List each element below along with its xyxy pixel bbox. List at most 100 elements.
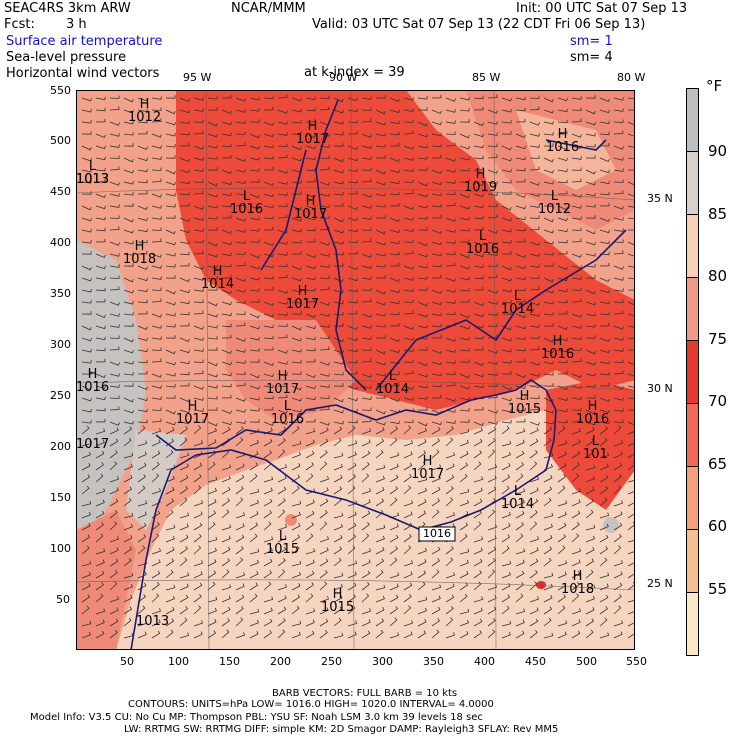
pressure-center-value: 1017 (266, 382, 300, 397)
pressure-center-symbol: H (572, 569, 583, 584)
y-tick-550: 550 (50, 84, 71, 97)
legend-swatch (686, 277, 699, 341)
y-tick-200: 200 (50, 440, 71, 453)
pressure-center-value: 1013 (76, 172, 110, 187)
pressure-center-symbol: H (297, 284, 308, 299)
footer-model-info: Model Info: V3.5 CU: No Cu MP: Thompson … (30, 712, 483, 723)
legend-swatch (686, 214, 699, 278)
pressure-center-symbol: H (587, 399, 598, 414)
legend-label-60: 60 (708, 517, 728, 535)
legend-label-85: 85 (708, 205, 728, 223)
map-overlay (76, 90, 635, 650)
pressure-center-symbol: L (283, 399, 292, 414)
lon-label-80w: 80 W (617, 71, 646, 84)
lat-label-25n: 25 N (647, 577, 673, 590)
pressure-center: H 1019 (464, 168, 497, 195)
map-plot: 1016 H 1012 H 1017 L 1013 1013 H 1019 H 1017 L 1012 H… (76, 90, 635, 650)
pressure-center-symbol: L (242, 189, 251, 204)
x-tick-200: 200 (270, 655, 291, 668)
y-tick-250: 250 (50, 389, 71, 402)
pressure-center-symbol: L (550, 189, 559, 204)
pressure-center-value: 1014 (376, 382, 410, 397)
y-tick-50: 50 (56, 593, 70, 606)
legend-unit: °F (706, 77, 723, 95)
legend-label-65: 65 (708, 455, 728, 473)
x-tick-350: 350 (423, 655, 444, 668)
pressure-center-value: 1016 (541, 347, 575, 362)
pressure-center-value: 1017 (411, 467, 445, 482)
model-title: SEAC4RS 3km ARW (4, 1, 131, 16)
pressure-center: H 1016 (541, 335, 574, 362)
x-tick-450: 450 (525, 655, 546, 668)
pressure-center-value: 1016 (230, 202, 264, 217)
pressure-center-symbol: L (388, 369, 397, 384)
field-label-pressure: Sea-level pressure (6, 50, 127, 65)
wind-barbs (81, 94, 635, 639)
pressure-center-value: 1013 (76, 172, 110, 187)
field-label-wind: Horizontal wind vectors (6, 66, 160, 81)
lon-label-85w: 85 W (472, 71, 501, 84)
pressure-center-value: 1016 (466, 242, 500, 257)
pressure-center-value: 1012 (128, 110, 162, 125)
init-time: Init: 00 UTC Sat 07 Sep 13 (516, 1, 688, 16)
pressure-center: H 1015 (508, 390, 541, 417)
pressure-center-value: 1015 (321, 600, 355, 615)
footer-barb-info: BARB VECTORS: FULL BARB = 10 kts (272, 688, 458, 699)
legend-label-90: 90 (708, 142, 728, 160)
pressure-center-value: 1014 (501, 497, 535, 512)
pressure-center-value: 1015 (508, 402, 542, 417)
pressure-center-value: 1017 (176, 412, 210, 427)
y-tick-450: 450 (50, 185, 71, 198)
pressure-center: H 1015 (321, 588, 354, 615)
pressure-center: H 1014 (201, 265, 234, 292)
footer-contour-info: CONTOURS: UNITS=hPa LOW= 1016.0 HIGH= 10… (128, 699, 494, 710)
pressure-center: L 1014 (501, 485, 534, 512)
pressure-center: H 1012 (128, 98, 161, 125)
pressure-center-symbol: H (305, 194, 316, 209)
pressure-center: H 1017 (411, 455, 444, 482)
valid-time: Valid: 03 UTC Sat 07 Sep 13 (22 CDT Fri … (312, 17, 646, 32)
legend-swatch (686, 88, 699, 152)
pressure-center-value: 1018 (123, 252, 157, 267)
pressure-center-value: 1012 (538, 202, 572, 217)
pressure-center-symbol: H (332, 587, 343, 602)
pressure-center-symbol: L (591, 434, 600, 449)
legend-swatch (686, 466, 699, 530)
y-tick-400: 400 (50, 236, 71, 249)
legend-label-55: 55 (708, 580, 728, 598)
pressure-center-symbol: L (513, 484, 522, 499)
pressure-center: L 1015 (266, 530, 299, 557)
pressure-center: H 1017 (294, 195, 327, 222)
pressure-center-symbol: H (187, 399, 198, 414)
legend-swatch (686, 529, 699, 593)
pressure-center-value: 1014 (201, 277, 235, 292)
legend-swatch (686, 151, 699, 215)
pressure-center-symbol: L (513, 289, 522, 304)
pressure-center-value: 1016 (576, 412, 610, 427)
y-tick-100: 100 (50, 542, 71, 555)
pressure-center-value: 1019 (464, 180, 498, 195)
pressure-center-value: 1013 (136, 614, 170, 629)
pressure-center-symbol: H (557, 127, 568, 142)
pressure-center: H 1016 (76, 368, 109, 395)
pressure-center-value: 1014 (501, 302, 535, 317)
y-tick-300: 300 (50, 338, 71, 351)
legend-swatch (686, 403, 699, 467)
lon-label-90w: 90 W (329, 71, 358, 84)
x-tick-250: 250 (321, 655, 342, 668)
pressure-center: H 1018 (561, 570, 594, 597)
pressure-center-value: 1015 (266, 542, 300, 557)
pressure-center-symbol: H (212, 264, 223, 279)
pressure-center-symbol: L (88, 159, 97, 174)
legend-swatch (686, 592, 699, 656)
x-tick-500: 500 (576, 655, 597, 668)
x-tick-150: 150 (219, 655, 240, 668)
pressure-center: L 1013 (76, 160, 109, 187)
pressure-center: 1017 (76, 425, 109, 452)
forecast-label: Fcst: (4, 17, 35, 32)
field-smoothing-pressure: sm= 4 (570, 50, 613, 65)
pressure-center: H 1017 (296, 120, 329, 147)
field-smoothing-temperature: sm= 1 (570, 34, 613, 49)
pressure-center: H 1017 (286, 285, 319, 312)
pressure-center-value: 1016 (271, 412, 305, 427)
